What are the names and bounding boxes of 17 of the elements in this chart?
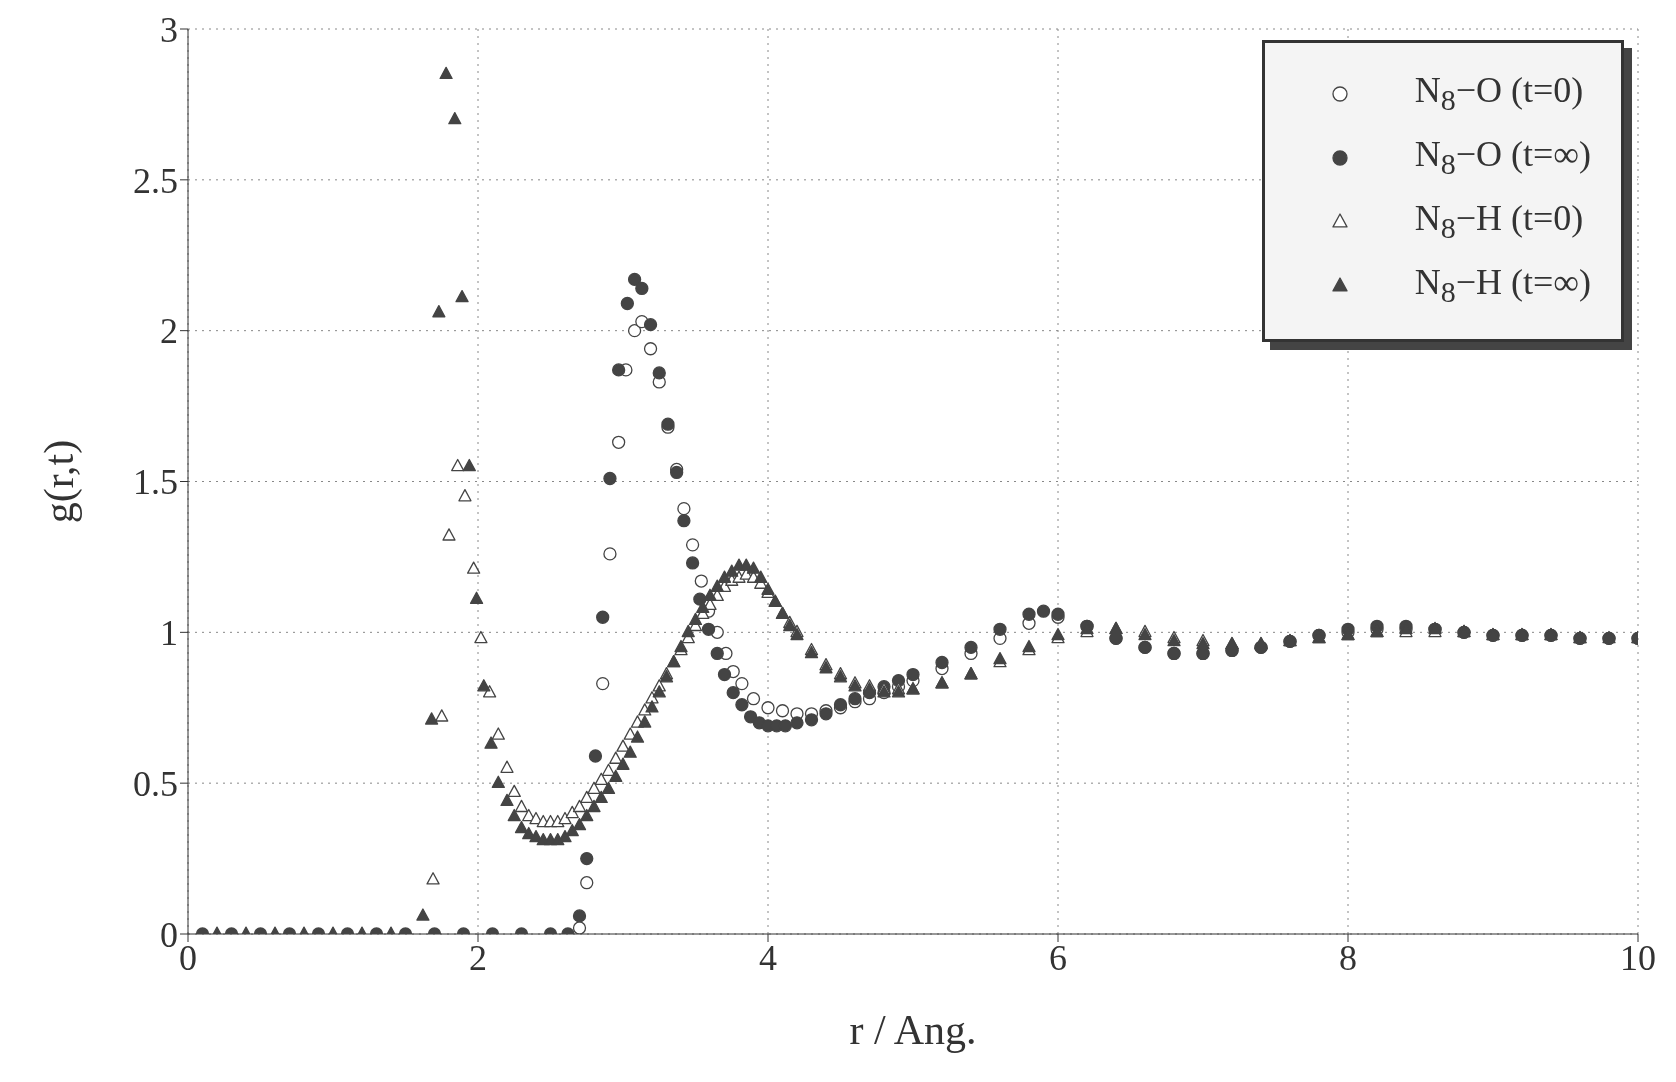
- x-tick-label: 10: [1620, 937, 1656, 978]
- x-tick-label: 4: [759, 937, 777, 978]
- x-tick-label: 8: [1339, 937, 1357, 978]
- x-tick-label: 6: [1049, 937, 1067, 978]
- y-tick-label: 1: [160, 613, 178, 654]
- y-tick-label: 2.5: [133, 160, 178, 201]
- y-tick-label: 0.5: [133, 763, 178, 804]
- legend-label: N$_{8}$−O (t=∞): [1414, 132, 1591, 182]
- y-axis-title: g(r,t): [35, 439, 83, 524]
- y-tick-label: 1.5: [133, 462, 178, 503]
- x-tick-label: 2: [469, 937, 487, 978]
- y-tick-label: 2: [160, 311, 178, 352]
- y-tick-label: 3: [160, 9, 178, 50]
- legend-label: N$_{8}$−H (t=∞): [1414, 260, 1591, 310]
- legend-label: N$_{8}$−O (t=0): [1414, 68, 1584, 118]
- legend-label: N$_{8}$−H (t=0): [1414, 196, 1584, 246]
- x-axis-title: r / Ang.: [849, 1007, 977, 1053]
